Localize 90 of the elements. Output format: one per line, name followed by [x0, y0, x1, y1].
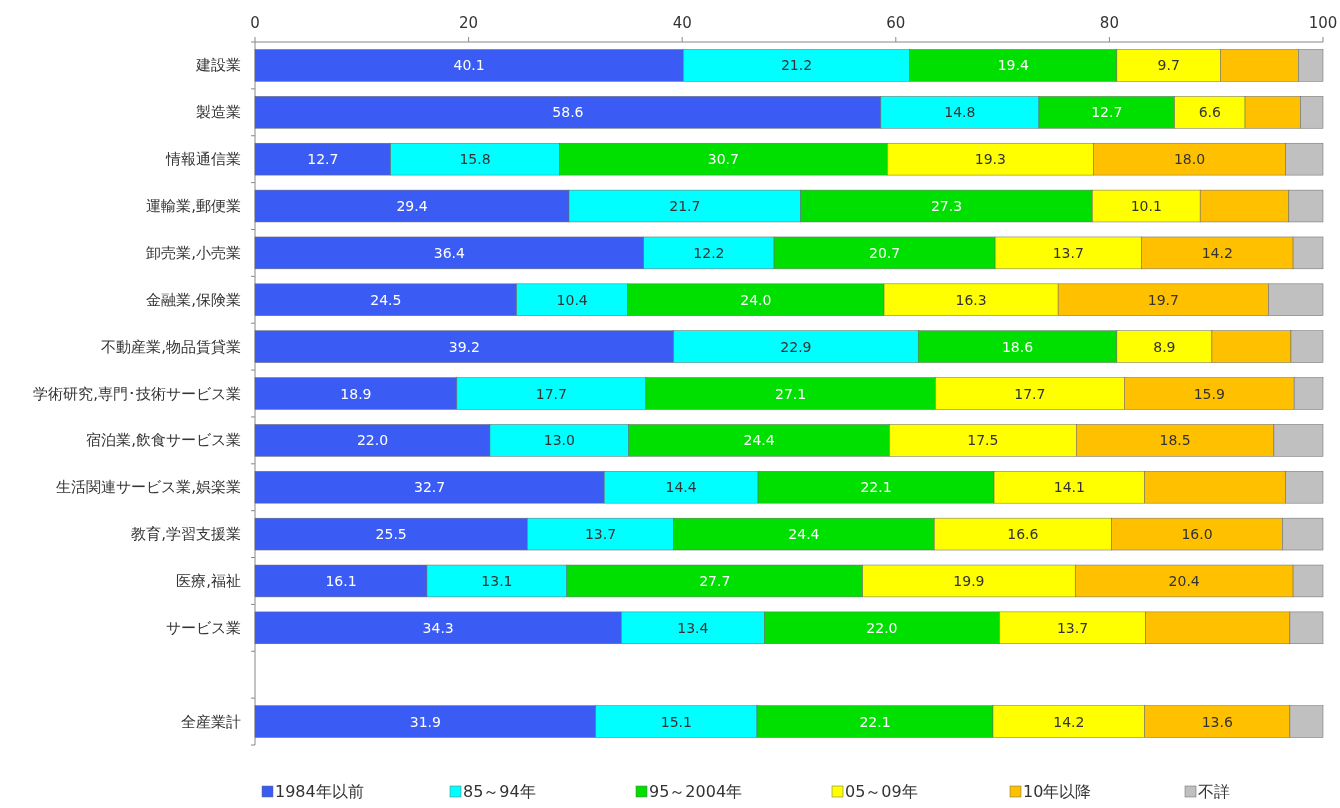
legend-label: 1984年以前 [275, 782, 364, 801]
data-label: 15.9 [1193, 385, 1225, 402]
data-label: 12.7 [307, 151, 339, 168]
data-label: 24.0 [740, 291, 772, 308]
data-label: 15.8 [459, 151, 491, 168]
data-label: 36.4 [433, 244, 466, 261]
y-tick-label: 宿泊業,飲食サービス業 [86, 431, 241, 450]
legend-label: 不詳 [1198, 782, 1230, 801]
data-label: 13.1 [481, 572, 513, 589]
legend-label: 10年以降 [1023, 782, 1092, 801]
data-label: 10.1 [1130, 198, 1162, 215]
data-label: 20.4 [1168, 572, 1200, 589]
data-label: 19.9 [953, 572, 985, 589]
data-label: 14.4 [665, 479, 697, 496]
data-label: 16.1 [325, 572, 357, 589]
data-label: 29.4 [396, 198, 428, 215]
y-tick-label: 運輸業,郵便業 [146, 197, 241, 216]
data-label: 14.1 [1053, 479, 1085, 496]
y-tick-label: 教育,学習支援業 [131, 525, 241, 544]
y-tick-label: 医療,福祉 [176, 571, 241, 590]
y-tick-label: 生活関連サービス業,娯楽業 [56, 478, 241, 497]
data-label: 15.1 [660, 713, 692, 730]
data-label: 17.7 [535, 385, 567, 402]
legend-label: 95～2004年 [649, 782, 743, 801]
data-label: 39.2 [448, 338, 480, 355]
data-label: 6.6 [1198, 104, 1222, 121]
y-tick-label: 不動産業,物品賃貸業 [101, 337, 241, 356]
data-label: 20.7 [869, 244, 901, 261]
data-label: 27.1 [775, 385, 807, 402]
x-tick-label: 100 [1308, 14, 1338, 32]
data-label: 24.5 [370, 291, 402, 308]
data-label: 58.6 [552, 104, 584, 121]
data-label: 22.0 [866, 619, 898, 636]
data-label: 17.7 [1014, 385, 1046, 402]
y-tick-label: 卸売業,小売業 [146, 243, 241, 262]
y-tick-label: 情報通信業 [165, 150, 241, 169]
data-label: 14.2 [1053, 713, 1085, 730]
data-label: 10.4 [556, 291, 588, 308]
x-tick-label: 80 [1099, 14, 1119, 32]
data-label: 24.4 [788, 526, 820, 543]
data-label: 21.2 [780, 57, 813, 74]
data-label: 14.2 [1201, 244, 1233, 261]
data-label: 32.7 [414, 479, 446, 496]
y-tick-label: サービス業 [166, 618, 241, 637]
data-label: 12.2 [693, 244, 725, 261]
legend-label: 85～94年 [463, 782, 536, 801]
data-label: 17.5 [967, 432, 999, 449]
data-label: 13.7 [1056, 619, 1089, 636]
data-label: 19.7 [1147, 291, 1179, 308]
data-label: 16.3 [955, 291, 987, 308]
data-label: 13.4 [677, 619, 709, 636]
data-label: 21.7 [669, 198, 701, 215]
data-label: 16.0 [1181, 526, 1213, 543]
data-label: 12.7 [1091, 104, 1123, 121]
data-label: 22.1 [860, 479, 892, 496]
data-label: 14.8 [944, 104, 976, 121]
data-label: 40.1 [453, 57, 485, 74]
data-label: 18.5 [1159, 432, 1191, 449]
data-label: 27.7 [699, 572, 731, 589]
data-label: 24.4 [743, 432, 775, 449]
data-label: 13.0 [543, 432, 575, 449]
data-label: 34.3 [422, 619, 454, 636]
y-tick-label: 建設業 [195, 56, 241, 75]
data-label: 22.1 [859, 713, 891, 730]
data-label: 22.9 [780, 338, 812, 355]
data-label: 8.9 [1153, 338, 1176, 355]
x-tick-label: 0 [250, 14, 260, 32]
data-label: 25.5 [375, 526, 407, 543]
y-tick-label: 学術研究,専門･技術サービス業 [33, 384, 241, 403]
x-tick-label: 60 [886, 14, 906, 32]
data-label: 13.7 [1052, 244, 1084, 261]
data-label: 18.6 [1001, 338, 1034, 355]
x-tick-label: 40 [672, 14, 692, 32]
y-tick-label: 全産業計 [181, 712, 241, 731]
data-label: 19.4 [997, 57, 1029, 74]
y-tick-label: 金融業,保険業 [146, 290, 241, 309]
x-tick-label: 20 [459, 14, 479, 32]
data-label: 30.7 [707, 151, 739, 168]
data-label: 19.3 [974, 151, 1006, 168]
data-label: 18.9 [340, 385, 372, 402]
legend-label: 05～09年 [845, 782, 918, 801]
data-label: 27.3 [930, 198, 963, 215]
data-label: 13.6 [1201, 713, 1233, 730]
y-tick-label: 製造業 [196, 103, 241, 122]
data-label: 13.7 [584, 526, 617, 543]
data-label: 9.7 [1157, 57, 1180, 74]
data-label: 16.6 [1007, 526, 1039, 543]
data-label: 22.0 [356, 432, 389, 449]
data-label: 18.0 [1173, 151, 1206, 168]
data-label: 31.9 [409, 713, 441, 730]
